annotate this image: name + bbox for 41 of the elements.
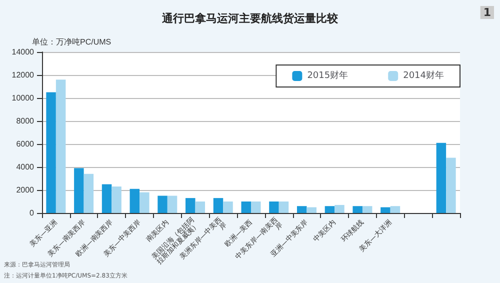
bar bbox=[167, 196, 178, 213]
legend-label: 2015财年 bbox=[307, 70, 348, 81]
bar bbox=[251, 202, 261, 213]
text: 1 bbox=[483, 6, 491, 19]
bar bbox=[102, 184, 112, 213]
chart-title: 通行巴拿马运河主要航线货运量比较 bbox=[161, 12, 339, 25]
y-tick-label: 0 bbox=[30, 208, 35, 218]
bar bbox=[223, 202, 233, 213]
bar bbox=[213, 198, 224, 213]
bar bbox=[140, 192, 150, 213]
bar bbox=[269, 202, 279, 213]
bar bbox=[56, 80, 66, 213]
bar bbox=[362, 206, 372, 213]
bar bbox=[352, 206, 362, 213]
bar bbox=[84, 174, 94, 213]
bar bbox=[278, 202, 289, 213]
bar bbox=[390, 206, 400, 213]
y-axis-title: 单位：万净吨PC/UMS bbox=[32, 38, 112, 46]
y-tick-label: 14000 bbox=[12, 48, 35, 56]
y-tick-label: 8000 bbox=[16, 116, 35, 126]
y-tick-label: 6000 bbox=[16, 140, 35, 148]
y-tick-label: 2000 bbox=[16, 186, 35, 194]
bar bbox=[158, 196, 168, 213]
bar bbox=[446, 158, 456, 213]
legend-label: 2014财年 bbox=[403, 70, 444, 81]
bar bbox=[334, 204, 344, 213]
y-tick-label: 4000 bbox=[16, 162, 35, 172]
bar bbox=[380, 207, 390, 213]
bar bbox=[436, 142, 446, 213]
bar bbox=[186, 198, 196, 213]
bar bbox=[241, 202, 251, 213]
bar bbox=[46, 92, 56, 213]
bar bbox=[112, 186, 122, 213]
y-tick-label: 10000 bbox=[12, 94, 35, 102]
bar bbox=[130, 188, 140, 213]
bar bbox=[74, 168, 84, 213]
bar bbox=[306, 207, 316, 213]
bar bbox=[324, 206, 335, 213]
bar bbox=[296, 206, 307, 213]
bar bbox=[195, 202, 206, 213]
y-tick-label: 12000 bbox=[12, 70, 35, 80]
